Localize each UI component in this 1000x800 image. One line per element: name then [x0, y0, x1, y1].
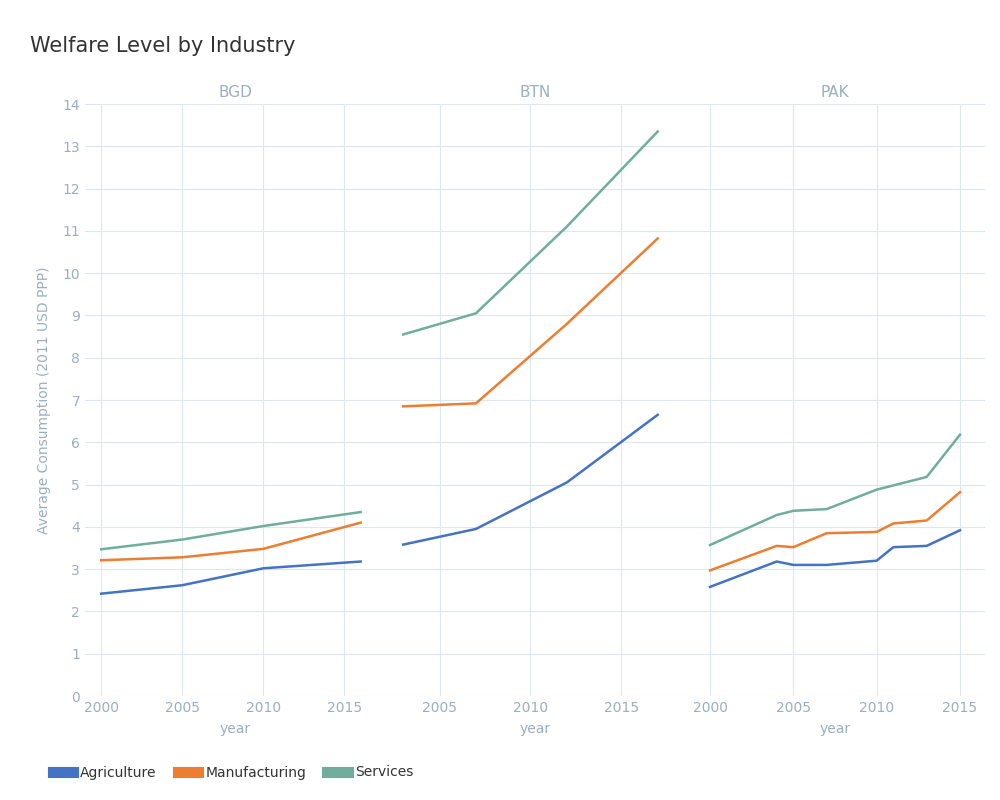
- Legend: Agriculture, Manufacturing, Services: Agriculture, Manufacturing, Services: [47, 760, 419, 785]
- Title: PAK: PAK: [821, 85, 849, 100]
- Title: BGD: BGD: [218, 85, 252, 100]
- Y-axis label: Average Consumption (2011 USD PPP): Average Consumption (2011 USD PPP): [37, 266, 51, 534]
- X-axis label: year: year: [219, 722, 251, 736]
- X-axis label: year: year: [819, 722, 851, 736]
- Title: BTN: BTN: [519, 85, 551, 100]
- Text: Welfare Level by Industry: Welfare Level by Industry: [30, 36, 296, 56]
- X-axis label: year: year: [519, 722, 551, 736]
